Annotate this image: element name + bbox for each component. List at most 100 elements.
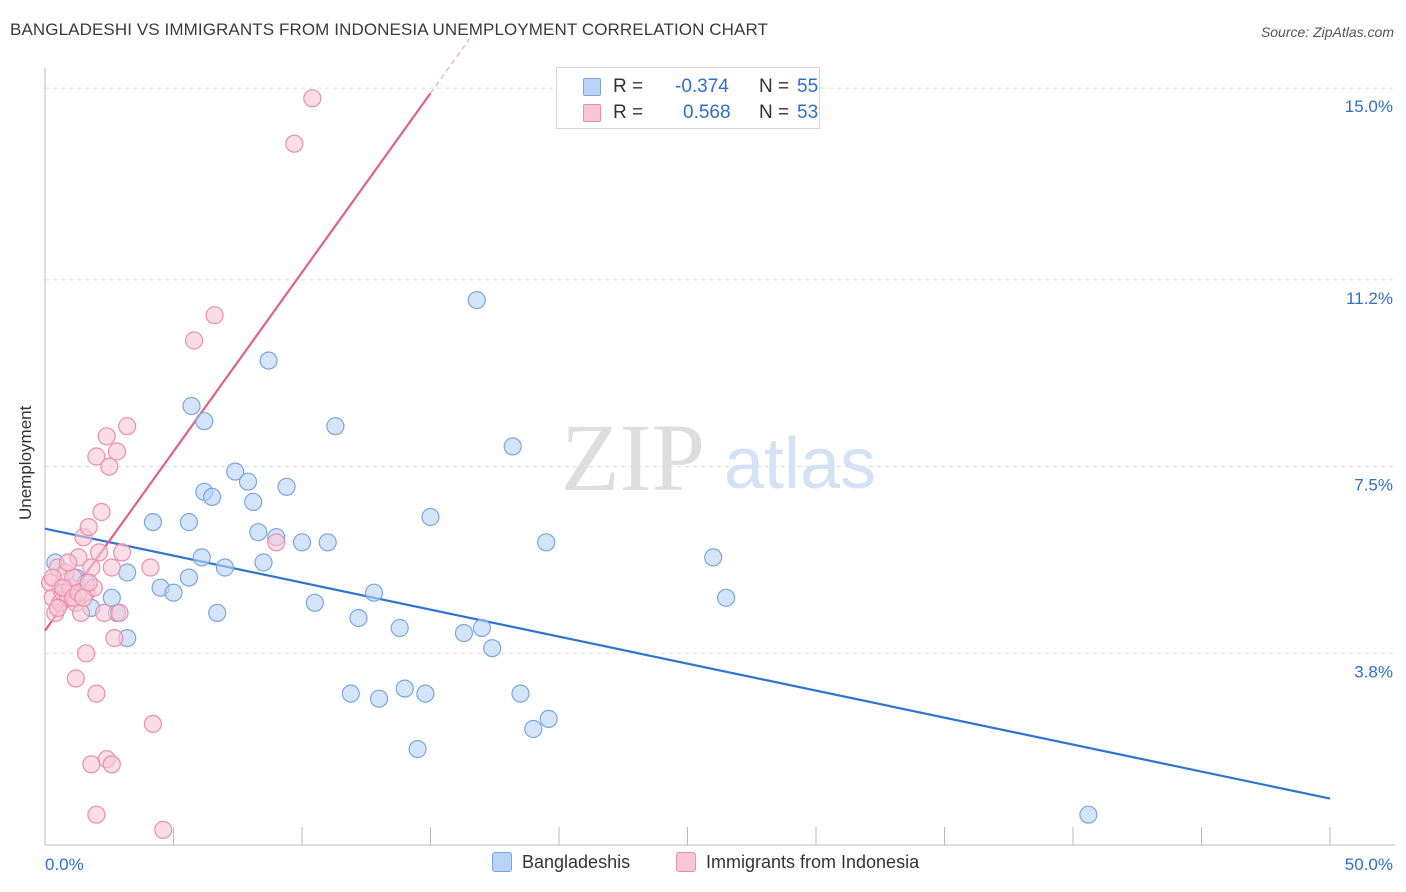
bangladeshi-point [179, 512, 198, 532]
watermark-zip: ZIP [561, 404, 705, 511]
indonesia-point [58, 553, 78, 572]
y-tick-label: 15.0% [1345, 97, 1393, 116]
bangladeshi-point [416, 684, 435, 703]
bangladeshi-point [318, 533, 337, 552]
trendline-indonesia-extension [429, 39, 470, 94]
indonesia-point [82, 558, 101, 577]
x-tick-label-min: 0.0% [45, 855, 84, 874]
bangladeshi-point [249, 523, 268, 542]
legend-r-value-indonesia: 0.568 [683, 102, 731, 123]
bangladeshi-point [244, 492, 263, 511]
bangladeshi-point [208, 603, 227, 623]
bangladeshi-point [539, 709, 558, 729]
indonesia-point [154, 820, 173, 840]
y-axis-label: Unemployment [16, 405, 35, 520]
bangladeshi-point [326, 417, 345, 436]
indonesia-point [87, 447, 106, 466]
indonesia-point [112, 543, 132, 562]
bangladeshi-point [1079, 805, 1098, 824]
x-tick-labels: 0.0% 50.0% [45, 855, 1393, 874]
indonesia-point [82, 755, 101, 774]
indonesia-point [87, 684, 106, 703]
bottom-legend-swatch-bangladeshis [492, 852, 512, 872]
indonesia-point [185, 331, 204, 350]
grid-lines [45, 87, 1395, 654]
bangladeshi-point [716, 588, 736, 607]
bangladeshi-point [483, 639, 502, 658]
indonesia-point [48, 598, 68, 618]
bangladeshi-point [364, 583, 384, 602]
axes [44, 68, 1395, 846]
indonesia-point [92, 502, 111, 522]
indonesia-point [94, 603, 114, 623]
bangladeshi-point [102, 588, 121, 607]
y-tick-label: 7.5% [1354, 476, 1393, 495]
bangladeshi-point [192, 548, 211, 567]
legend-r-value-bangladeshis: -0.374 [675, 76, 729, 97]
trendline-indonesia [44, 92, 432, 632]
bangladeshi-point [503, 437, 522, 456]
bangladeshi-point [395, 679, 414, 698]
bangladeshi-point [454, 623, 473, 643]
bangladeshi-point [118, 563, 137, 582]
indonesia-point [102, 755, 121, 774]
indonesia-point [89, 543, 109, 562]
indonesia-point [110, 603, 129, 623]
bangladeshi-point [292, 533, 312, 552]
bottom-legend-indonesia: Immigrants from Indonesia [676, 852, 919, 873]
bangladeshi-point [467, 291, 486, 310]
bangladeshi-point [182, 396, 201, 416]
indonesia-point [79, 573, 98, 592]
legend-r-label: R = [613, 76, 644, 97]
indonesia-point [76, 644, 96, 663]
indonesia-point [285, 134, 304, 153]
y-tick-labels: 3.8% 7.5% 11.2% 15.0% [1345, 97, 1393, 681]
bangladeshi-point [472, 618, 491, 638]
indonesia-point [97, 427, 116, 446]
indonesia-point [102, 558, 121, 577]
legend-n-label: N = [759, 76, 790, 97]
legend-n-value-bangladeshis: 55 [797, 76, 819, 97]
indonesia-point [71, 603, 91, 623]
bangladeshi-point [277, 477, 296, 496]
bangladeshi-point [215, 558, 234, 577]
indonesia-point [267, 533, 286, 552]
bottom-legend-label-indonesia: Immigrants from Indonesia [706, 852, 920, 872]
indonesia-point [74, 588, 93, 607]
correlation-legend: R = -0.374 N = 55 R = 0.568 N = 53 [556, 67, 820, 129]
indonesia-point [66, 669, 85, 688]
indonesia-point [205, 306, 224, 325]
bangladeshi-point [238, 472, 258, 491]
indonesia-point [141, 558, 160, 577]
indonesia-point [87, 805, 106, 824]
bangladeshi-point [341, 684, 360, 703]
bangladeshi-point [195, 412, 214, 431]
chart-title: BANGLADESHI VS IMMIGRANTS FROM INDONESIA… [10, 20, 769, 39]
bangladeshi-point [421, 507, 440, 527]
indonesia-point [303, 89, 322, 108]
indonesia-point [143, 714, 162, 734]
bangladeshi-point [305, 593, 324, 612]
bottom-legend-label-bangladeshis: Bangladeshis [522, 852, 631, 872]
legend-r-label: R = [613, 102, 644, 123]
indonesia-point [105, 628, 124, 648]
bangladeshi-point [226, 462, 245, 481]
indonesia-point [100, 457, 119, 476]
bangladeshi-point [254, 553, 273, 572]
trendline-bangladeshis [44, 527, 1331, 800]
trend-lines [44, 39, 1331, 800]
indonesia-point [79, 517, 98, 537]
legend-swatch-bangladeshis [583, 78, 601, 96]
legend-n-label: N = [759, 102, 790, 123]
bangladeshi-point [537, 533, 556, 552]
bangladeshi-point [390, 618, 409, 638]
bangladeshi-point [349, 608, 368, 628]
bangladeshi-point [408, 739, 427, 759]
data-points [40, 89, 1098, 840]
legend-swatch-indonesia [583, 104, 601, 122]
indonesia-point [107, 442, 127, 461]
indonesia-point [118, 417, 137, 436]
bangladeshi-point [370, 689, 389, 708]
x-tick-label-max: 50.0% [1345, 855, 1393, 874]
